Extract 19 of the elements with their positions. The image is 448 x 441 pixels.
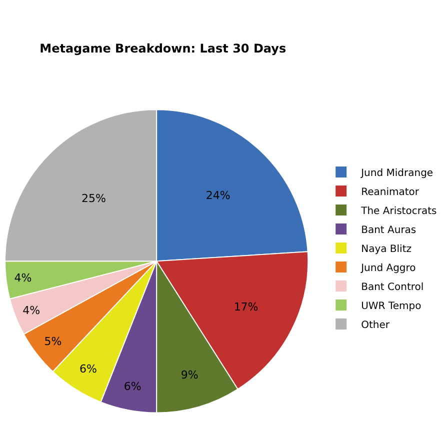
data-label: 4% <box>14 272 32 285</box>
data-label: 24% <box>206 189 230 202</box>
legend-label: Bant Control <box>361 282 424 293</box>
data-label: 4% <box>22 304 40 318</box>
data-label: 25% <box>82 192 106 205</box>
data-label: 9% <box>180 368 198 382</box>
chart-title: Metagame Breakdown: Last 30 Days <box>40 42 286 56</box>
legend-label: Naya Blitz <box>361 244 412 255</box>
legend-label: Other <box>361 320 390 331</box>
data-label: 17% <box>234 300 258 314</box>
legend-label: The Aristocrats <box>360 206 437 217</box>
legend-label: Jund Midrange <box>360 168 434 179</box>
legend-label: Jund Aggro <box>360 262 416 274</box>
data-label: 6% <box>79 362 97 376</box>
data-label: 5% <box>44 334 62 348</box>
data-label: 6% <box>124 380 142 394</box>
legend-label: Bant Auras <box>361 224 416 236</box>
legend-label: Reanimator <box>361 186 420 198</box>
legend-label: UWR Tempo <box>361 300 422 312</box>
